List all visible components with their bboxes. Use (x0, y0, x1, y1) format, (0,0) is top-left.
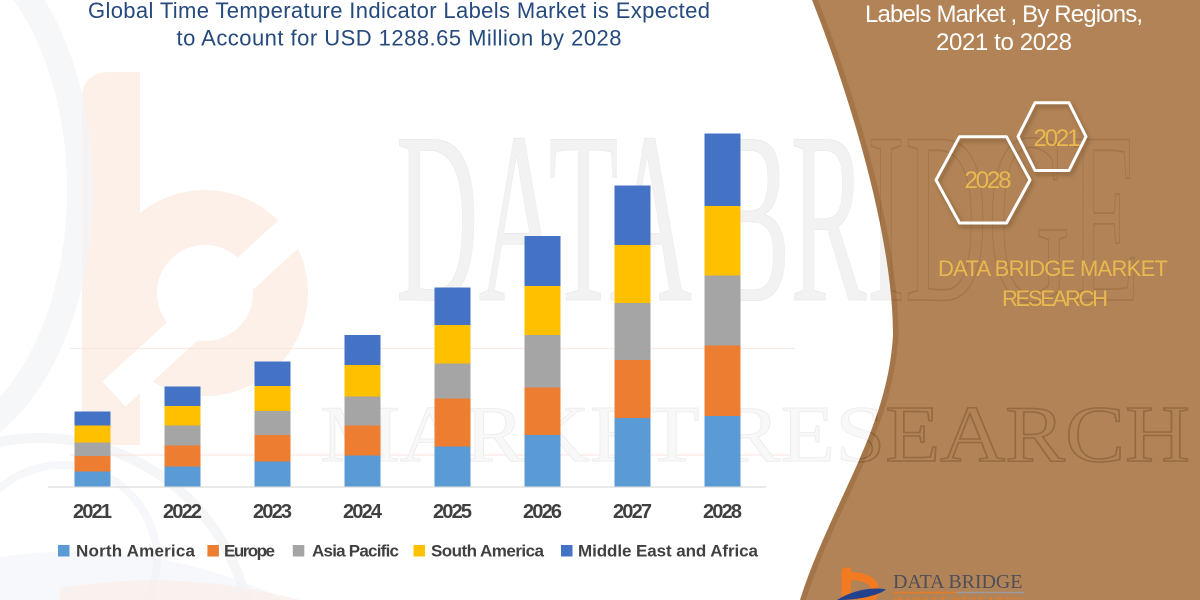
svg-text:2023: 2023 (253, 501, 292, 523)
svg-text:RESEARCH: RESEARCH (1002, 286, 1108, 311)
svg-text:North America: North America (76, 542, 196, 561)
svg-text:Labels Market , By Regions,: Labels Market , By Regions, (865, 1, 1143, 28)
svg-text:DATA BRIDGE: DATA BRIDGE (893, 571, 1024, 593)
svg-text:2025: 2025 (433, 501, 472, 523)
svg-text:MARKET RESEARCH: MARKET RESEARCH (894, 596, 1024, 600)
svg-text:2021 to 2028: 2021 to 2028 (936, 29, 1072, 56)
svg-text:2021: 2021 (1034, 125, 1081, 152)
svg-text:to Account for USD 1288.65 Mil: to Account for USD 1288.65 Million by 20… (177, 26, 622, 51)
svg-text:Global Time Temperature Indica: Global Time Temperature Indicator Labels… (88, 0, 710, 23)
svg-text:DATA BRIDGE MARKET: DATA BRIDGE MARKET (938, 256, 1168, 281)
svg-text:Asia Pacific: Asia Pacific (312, 542, 399, 561)
svg-text:2028: 2028 (703, 501, 742, 523)
svg-text:2022: 2022 (163, 501, 202, 523)
svg-text:2028: 2028 (965, 167, 1012, 194)
svg-text:Europe: Europe (224, 542, 275, 561)
svg-text:2021: 2021 (73, 501, 112, 523)
svg-text:South America: South America (431, 542, 545, 561)
svg-text:2024: 2024 (343, 501, 383, 523)
svg-text:Middle East and Africa: Middle East and Africa (578, 542, 759, 561)
svg-text:2026: 2026 (523, 501, 562, 523)
svg-text:2027: 2027 (613, 501, 652, 523)
